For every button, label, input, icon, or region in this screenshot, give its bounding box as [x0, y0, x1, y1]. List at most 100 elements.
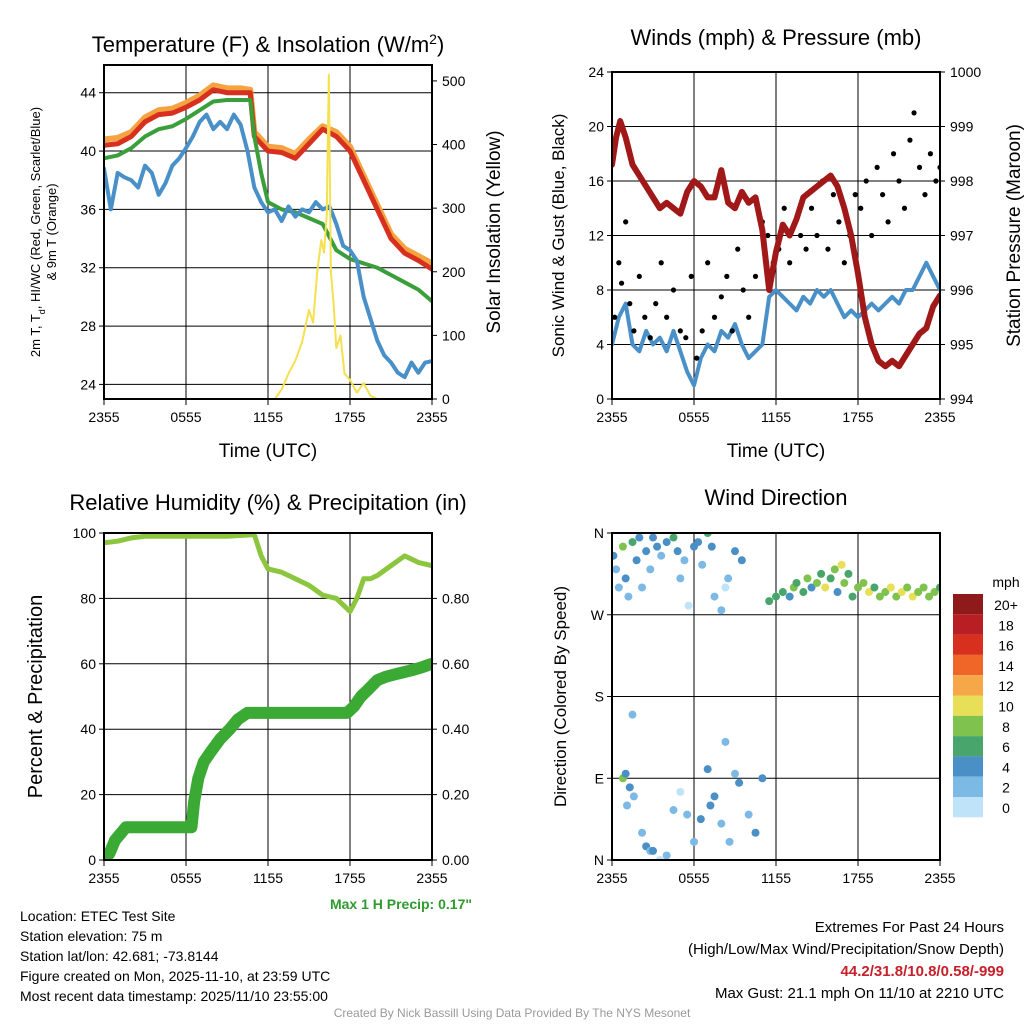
gust-point [922, 192, 928, 198]
direction-point [817, 569, 826, 578]
gust-point [907, 137, 913, 143]
direction-point [886, 583, 895, 592]
y-tick-label: 32 [80, 260, 96, 276]
y2-tick-label: 500 [442, 73, 466, 89]
direction-point [870, 583, 879, 592]
gust-point [825, 246, 831, 252]
legend-label: 10 [998, 699, 1014, 715]
direction-point [669, 533, 678, 542]
legend-label: 6 [1002, 739, 1010, 755]
y2-tick-label: 0.00 [442, 852, 469, 868]
series-2m-t [104, 87, 432, 272]
y2-tick-label: 0.80 [442, 590, 469, 606]
direction-point [638, 828, 647, 837]
direction-point [710, 792, 719, 801]
direction-point [821, 583, 830, 592]
direction-point [649, 533, 657, 542]
direction-point [710, 592, 719, 601]
direction-point [799, 588, 808, 597]
legend-label: 4 [1002, 759, 1010, 775]
gust-point [746, 314, 752, 320]
legend-label: 20+ [994, 597, 1018, 613]
x-axis-label: Time (UTC) [219, 441, 318, 462]
y-axis-label-line2: & 9m T (Orange) [44, 183, 59, 280]
gust-point [803, 246, 809, 252]
y2-tick-label: 995 [950, 337, 974, 353]
gust-point [885, 219, 891, 225]
series-group [104, 533, 432, 860]
credit: Created By Nick Bassill Using Data Provi… [333, 1006, 691, 1020]
x-tick-label: 0555 [170, 870, 201, 886]
panel-dir: 2355 0555 1155 1755 2355 N E S W N Wind Direction D… [551, 485, 1020, 886]
series-group [612, 110, 940, 388]
y-tick-label: 0 [88, 852, 96, 868]
y-axis-label: Sonic Wind & Gust (Blue, Black) [549, 114, 568, 358]
direction-point [848, 592, 857, 601]
direction-point [840, 578, 849, 587]
x-tick-label: 1755 [334, 409, 365, 425]
gust-point [683, 335, 689, 341]
gust-point [618, 280, 625, 286]
direction-point [925, 592, 934, 601]
gust-point [814, 232, 820, 239]
direction-point [751, 828, 760, 837]
gust-point [740, 287, 746, 293]
direction-point [680, 556, 689, 565]
x-tick-label: 0555 [170, 409, 201, 425]
panel-wind: 2355 0555 1155 1755 2355 0 4 8 12 16 20 24 994 995 996… [549, 25, 1024, 462]
x-tick-label: 2355 [596, 409, 627, 425]
location: Location: ETEC Test Site [20, 908, 176, 924]
legend-title: mph [992, 574, 1019, 590]
gust-point [808, 205, 815, 211]
legend-swatch [953, 715, 983, 737]
direction-point [638, 583, 647, 592]
series-sonic-wind [612, 260, 940, 388]
y2-tick-label: 200 [442, 264, 466, 280]
x-tick-label: 1755 [842, 409, 873, 425]
y2-tick-label: 400 [442, 137, 466, 153]
direction-point [892, 592, 901, 601]
gust-point [841, 260, 847, 266]
legend-swatch [953, 654, 983, 676]
gust-point [880, 192, 886, 198]
direction-point [703, 765, 712, 774]
y-tick-label: 8 [596, 282, 604, 298]
y-tick-label: 36 [80, 201, 96, 217]
y2-tick-label: 997 [950, 228, 974, 244]
y-tick-label: 24 [80, 376, 96, 392]
gust-point [688, 273, 694, 279]
legend-swatch [953, 736, 983, 757]
subscript: d [37, 309, 47, 314]
x-tick-label: 2355 [596, 870, 627, 886]
gust-point [911, 110, 917, 116]
gust-point [787, 260, 793, 266]
station-info: Location: ETEC Test Site Station elevati… [20, 906, 330, 1006]
y2-tick-label: 996 [950, 282, 974, 298]
x-tick-label: 0555 [678, 409, 709, 425]
elevation: Station elevation: 75 m [20, 928, 163, 944]
gust-point [711, 314, 718, 320]
y2-tick-label: 0 [442, 391, 450, 407]
direction-point [698, 560, 707, 569]
direction-point [690, 837, 698, 846]
direction-point [612, 551, 618, 560]
y-tick-label: 12 [588, 228, 604, 244]
extremes-title: Extremes For Past 24 Hours [814, 919, 1004, 936]
direction-point [813, 578, 821, 587]
gust-point [901, 205, 908, 211]
direction-point [684, 601, 693, 610]
legend-label: 0 [1002, 800, 1010, 816]
x-tick-label: 1755 [842, 870, 873, 886]
direction-point [683, 810, 692, 819]
x-tick-label: 2355 [88, 870, 119, 886]
gust-point [658, 260, 664, 266]
legend-swatch [953, 695, 983, 716]
y2-tick-label: 1000 [950, 64, 981, 80]
legend-swatch [953, 634, 983, 655]
direction-point [859, 578, 868, 587]
direction-point [623, 801, 632, 810]
extremes-panel: Extremes For Past 24 Hours (High/Low/Max… [688, 917, 1004, 1005]
gust-point [653, 301, 659, 307]
panel-temp: 2355 0555 1155 1755 2355 24 28 32 36 40 44 0 100 200 3… [28, 31, 505, 462]
direction-point [706, 801, 715, 810]
